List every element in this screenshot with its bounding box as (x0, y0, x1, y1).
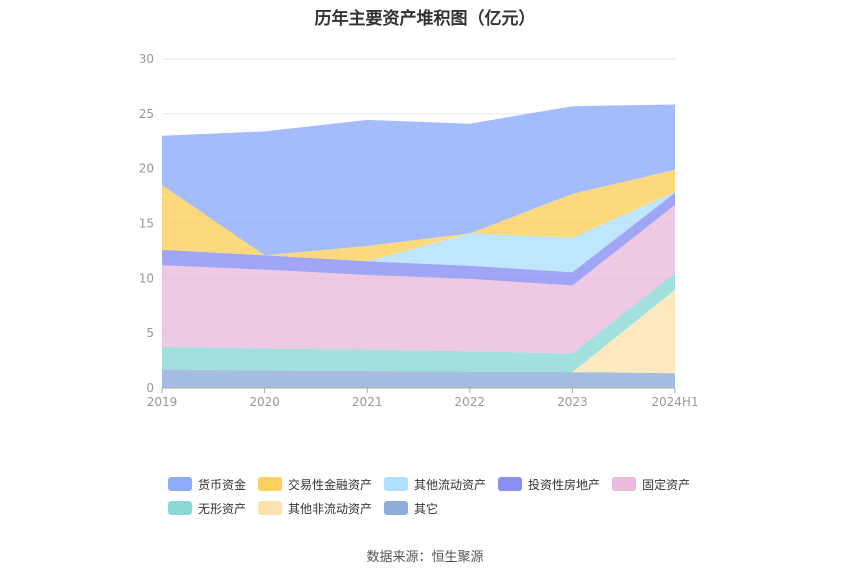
legend-label: 无形资产 (198, 501, 247, 516)
legend-swatch (258, 501, 283, 515)
y-tick-label: 30 (139, 52, 154, 66)
legend-swatch (384, 477, 409, 491)
legend-label: 投资性房地产 (528, 477, 601, 492)
legend-swatch (384, 501, 409, 515)
area-series (162, 289, 675, 374)
area-series (162, 169, 675, 262)
x-tick-label: 2020 (249, 395, 280, 409)
legend-item[interactable]: 其他非流动资产 (258, 496, 372, 520)
area-series (162, 104, 675, 256)
area-series (162, 369, 675, 388)
y-tick-label: 25 (139, 107, 154, 121)
area-series (162, 204, 675, 354)
area-series (162, 192, 675, 286)
legend-item[interactable]: 其他流动资产 (384, 472, 486, 496)
area-series (162, 191, 675, 273)
chart-title: 历年主要资产堆积图（亿元） (314, 9, 536, 29)
y-tick-label: 5 (146, 326, 154, 340)
y-tick-label: 0 (146, 381, 154, 395)
legend-swatch (258, 477, 283, 491)
chart-legend: 货币资金 交易性金融资产 其他流动资产 投资性房地产 固定资产无形资产 其他非流动资产 其它 (168, 472, 728, 520)
legend-label: 其他流动资产 (414, 477, 487, 492)
y-tick-label: 20 (139, 162, 154, 176)
x-tick-label: 2022 (455, 395, 486, 409)
legend-swatch (168, 477, 192, 491)
x-tick-label: 2023 (557, 395, 588, 409)
area-series (162, 272, 675, 373)
legend-label: 其它 (414, 501, 439, 516)
legend-swatch (498, 477, 523, 491)
legend-label: 其他非流动资产 (288, 501, 373, 516)
y-tick-label: 15 (139, 217, 154, 231)
y-tick-label: 10 (139, 271, 154, 285)
legend-swatch (168, 501, 192, 515)
legend-swatch (612, 477, 637, 491)
legend-item[interactable]: 无形资产 (168, 496, 246, 520)
x-tick-label: 2024H1 (651, 395, 698, 409)
legend-label: 货币资金 (198, 477, 247, 492)
x-tick-label: 2021 (352, 395, 383, 409)
legend-item[interactable]: 其它 (384, 496, 438, 520)
legend-item[interactable]: 投资性房地产 (498, 472, 600, 496)
legend-label: 固定资产 (642, 477, 691, 492)
legend-item[interactable]: 固定资产 (612, 472, 690, 496)
legend-label: 交易性金融资产 (288, 477, 373, 492)
legend-item[interactable]: 货币资金 (168, 472, 246, 496)
data-source: 数据来源：恒生聚源 (366, 550, 484, 565)
x-tick-label: 2019 (147, 395, 178, 409)
legend-item[interactable]: 交易性金融资产 (258, 472, 372, 496)
